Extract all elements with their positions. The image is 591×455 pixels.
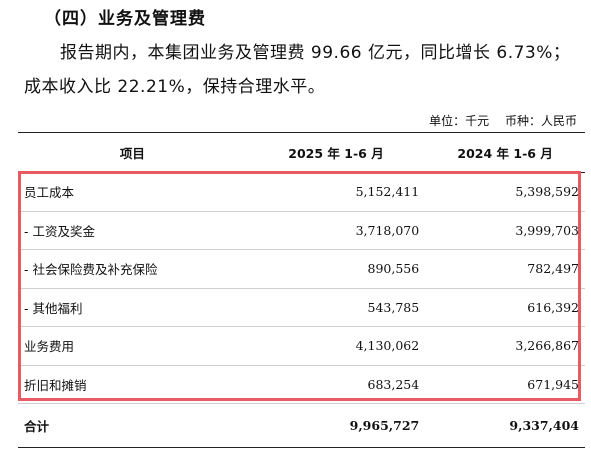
- unit-line: 单位：千元 币种：人民币: [417, 112, 577, 129]
- row-value-2024: 671,945: [425, 365, 585, 404]
- table-row: - 其他福利 543,785 616,392: [18, 288, 585, 327]
- row-value-2025: 3,718,070: [246, 211, 426, 250]
- row-item: - 工资及奖金: [18, 211, 247, 250]
- row-value-2024: 5,398,592: [425, 172, 585, 212]
- row-item: 业务费用: [18, 326, 247, 366]
- total-item: 合计: [18, 403, 247, 448]
- row-item: 员工成本: [18, 172, 247, 212]
- row-value-2024: 782,497: [425, 249, 585, 289]
- row-item: 折旧和摊销: [18, 365, 247, 404]
- table-row: - 工资及奖金 3,718,070 3,999,703: [18, 211, 585, 250]
- row-value-2024: 3,999,703: [425, 211, 585, 250]
- header-2024: 2024 年 1-6 月: [425, 132, 585, 173]
- row-value-2025: 543,785: [246, 288, 426, 327]
- unit-label: 单位：千元: [429, 114, 490, 128]
- table-row: 员工成本 5,152,411 5,398,592: [18, 172, 585, 212]
- row-value-2025: 683,254: [246, 365, 426, 404]
- row-item: - 社会保险费及补充保险: [18, 249, 247, 289]
- table-row: - 社会保险费及补充保险 890,556 782,497: [18, 249, 585, 289]
- expense-table: 项目 2025 年 1-6 月 2024 年 1-6 月 员工成本 5,152,…: [18, 132, 585, 448]
- summary-paragraph: 报告期内，本集团业务及管理费 99.66 亿元，同比增长 6.73%；成本收入比…: [24, 43, 571, 97]
- row-value-2024: 616,392: [425, 288, 585, 327]
- table-row: 业务费用 4,130,062 3,266,867: [18, 326, 585, 366]
- table-row: 折旧和摊销 683,254 671,945: [18, 365, 585, 404]
- currency-label: 币种：人民币: [504, 114, 577, 128]
- total-value-2024: 9,337,404: [425, 403, 585, 448]
- row-value-2025: 5,152,411: [246, 172, 426, 212]
- header-item: 项目: [18, 132, 247, 173]
- table-header-row: 项目 2025 年 1-6 月 2024 年 1-6 月: [18, 132, 585, 173]
- total-value-2025: 9,965,727: [246, 403, 426, 448]
- header-2025: 2025 年 1-6 月: [246, 132, 426, 173]
- row-value-2024: 3,266,867: [425, 326, 585, 366]
- section-heading: （四）业务及管理费: [44, 9, 206, 29]
- row-value-2025: 4,130,062: [246, 326, 426, 366]
- row-value-2025: 890,556: [246, 249, 426, 289]
- row-item: - 其他福利: [18, 288, 247, 327]
- table-total-row: 合计 9,965,727 9,337,404: [18, 403, 585, 448]
